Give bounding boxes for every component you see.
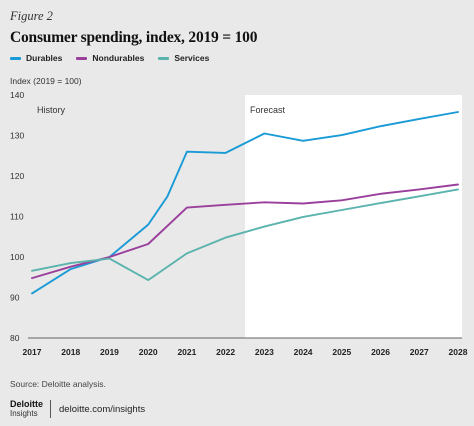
x-tick-label-2026: 2026 <box>371 347 390 357</box>
x-tick-label-2025: 2025 <box>332 347 351 357</box>
x-tick-label-2022: 2022 <box>216 347 235 357</box>
legend-item-durables: Durables <box>10 53 62 63</box>
y-axis-label: Index (2019 = 100) <box>10 76 82 86</box>
deloitte-insights-logo: Deloitte Insights <box>10 399 44 419</box>
legend-label-nondurables: Nondurables <box>92 53 145 63</box>
x-tick-label-2024: 2024 <box>294 347 313 357</box>
legend-item-nondurables: Nondurables <box>76 53 144 63</box>
legend-swatch-durables <box>10 56 21 60</box>
legend: Durables Nondurables Services <box>10 53 209 63</box>
x-tick-label-2019: 2019 <box>100 347 119 357</box>
x-tick-label-2017: 2017 <box>23 347 42 357</box>
chart-title: Consumer spending, index, 2019 = 100 <box>10 29 258 46</box>
series-line-services <box>31 188 459 282</box>
x-tick-label-2027: 2027 <box>410 347 429 357</box>
legend-swatch-nondurables <box>76 56 88 60</box>
source-note: Source: Deloitte analysis. <box>10 379 106 389</box>
brand-footer: Deloitte Insights deloitte.com/insights <box>10 400 145 418</box>
logo-line-1: Deloitte <box>10 399 44 409</box>
region-label-history: History <box>37 105 66 115</box>
y-tick-label-90: 90 <box>10 293 20 303</box>
y-tick-label-110: 110 <box>10 212 24 222</box>
figure-label: Figure 2 <box>10 9 53 23</box>
y-tick-label-140: 140 <box>10 90 24 100</box>
x-tick-label-2028: 2028 <box>449 347 468 357</box>
y-tick-label-120: 120 <box>10 171 24 181</box>
y-tick-label-80: 80 <box>10 333 20 343</box>
forecast-region <box>245 95 462 338</box>
y-tick-label-100: 100 <box>10 252 24 262</box>
brand-divider <box>50 400 52 418</box>
y-tick-label-130: 130 <box>10 131 24 141</box>
legend-item-services: Services <box>158 53 209 63</box>
x-tick-label-2018: 2018 <box>61 347 80 357</box>
x-tick-label-2020: 2020 <box>139 347 158 357</box>
legend-swatch-services <box>158 56 170 60</box>
region-label-forecast: Forecast <box>250 105 286 115</box>
logo-line-2: Insights <box>10 409 38 418</box>
legend-label-services: Services <box>174 53 210 63</box>
brand-url-link[interactable]: deloitte.com/insights <box>59 403 146 415</box>
legend-label-durables: Durables <box>26 53 63 63</box>
x-tick-label-2021: 2021 <box>177 347 196 357</box>
x-tick-label-2023: 2023 <box>255 347 274 357</box>
